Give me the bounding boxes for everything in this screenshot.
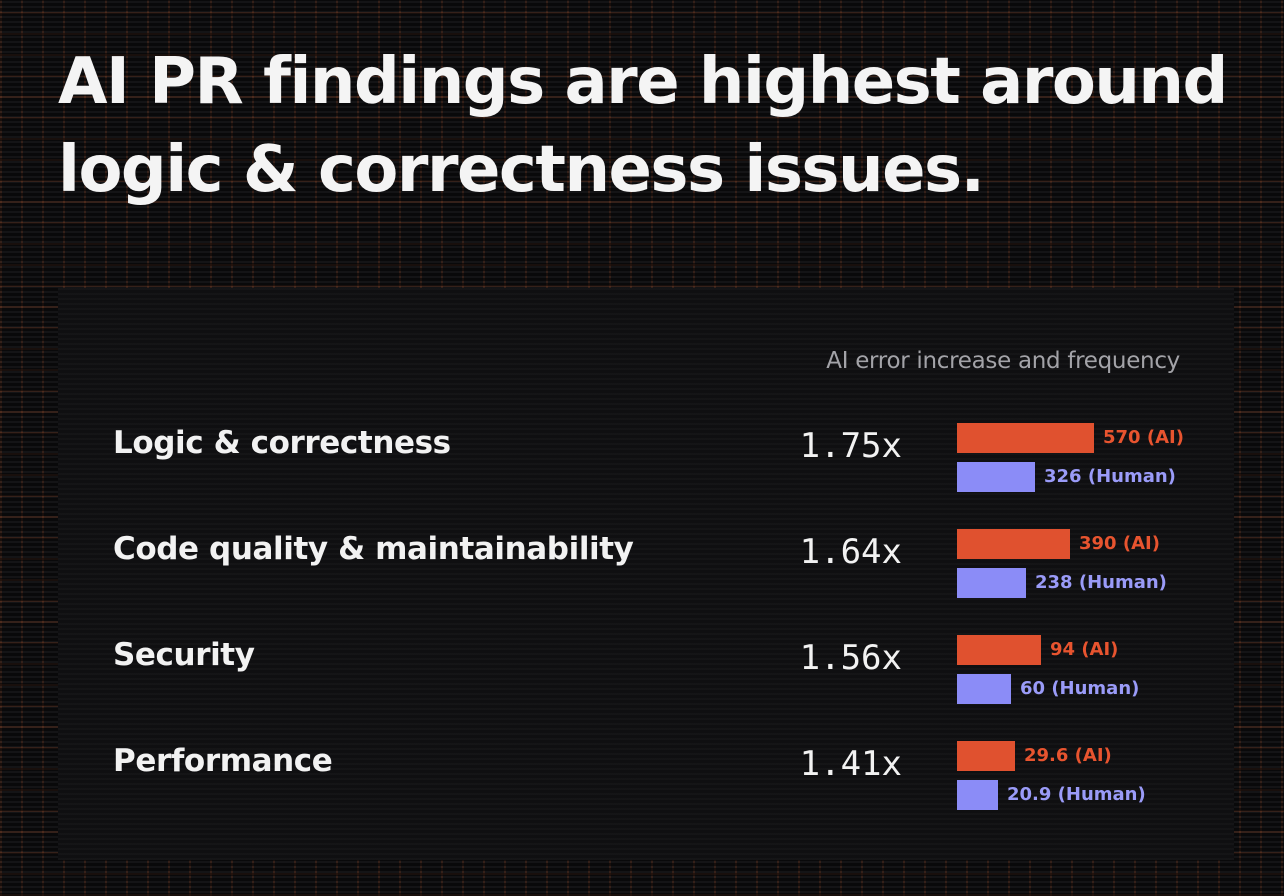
chart-row: Code quality & maintainability 1.64x 390 (…	[58, 529, 1234, 621]
ai-bar	[957, 529, 1070, 559]
category-label: Code quality & maintainability	[113, 531, 634, 567]
ai-value-label: 570 (AI)	[1103, 427, 1184, 448]
human-bar	[957, 568, 1026, 598]
chart-row: Logic & correctness 1.75x 570 (AI) 326 (Hum…	[58, 423, 1234, 515]
category-label: Security	[113, 637, 255, 673]
multiplier-value: 1.75x	[799, 426, 902, 466]
human-bar	[957, 462, 1035, 492]
human-value-label: 238 (Human)	[1035, 572, 1167, 593]
chart-row: Performance 1.41x 29.6 (AI) 20.9 (Human)	[58, 741, 1234, 833]
ai-value-label: 29.6 (AI)	[1024, 745, 1112, 766]
category-label: Performance	[113, 743, 333, 779]
ai-bar	[957, 423, 1094, 453]
category-label: Logic & correctness	[113, 425, 451, 461]
human-bar	[957, 674, 1011, 704]
multiplier-value: 1.41x	[799, 744, 902, 784]
multiplier-value: 1.56x	[799, 638, 902, 678]
ai-value-label: 94 (AI)	[1050, 639, 1119, 660]
page-title: AI PR findings are highest around logic …	[58, 45, 1228, 207]
chart-row: Security 1.56x 94 (AI) 60 (Human)	[58, 635, 1234, 727]
human-bar	[957, 780, 998, 810]
multiplier-value: 1.64x	[799, 532, 902, 572]
ai-bar	[957, 741, 1015, 771]
ai-value-label: 390 (AI)	[1079, 533, 1160, 554]
human-value-label: 20.9 (Human)	[1007, 784, 1146, 805]
human-value-label: 326 (Human)	[1044, 466, 1176, 487]
ai-bar	[957, 635, 1041, 665]
chart-title: AI error increase and frequency	[826, 348, 1180, 374]
chart-panel: AI error increase and frequency Logic & …	[58, 288, 1234, 860]
human-value-label: 60 (Human)	[1020, 678, 1140, 699]
